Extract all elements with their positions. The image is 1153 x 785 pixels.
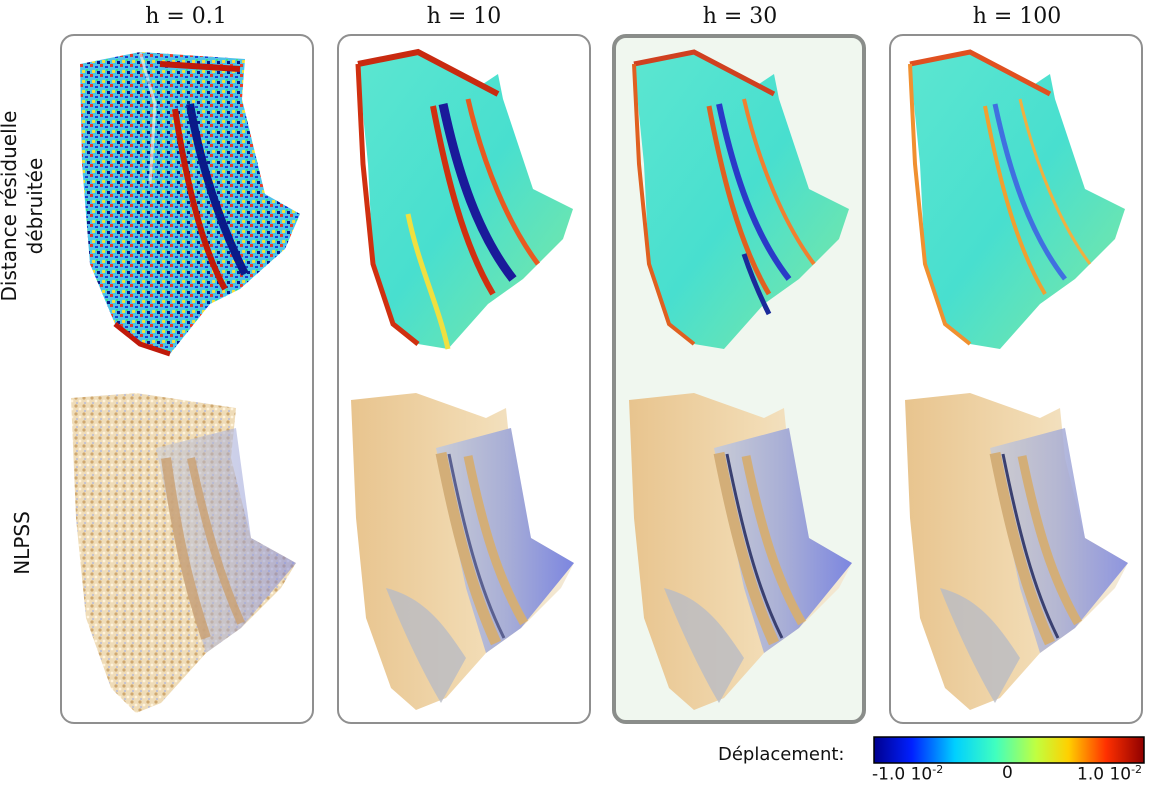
column-title-2: h = 10 [426,4,502,29]
colorbar-label: Déplacement: [718,744,845,765]
displacement-map-h-30 [632,49,849,349]
column-title-4: h = 100 [972,4,1062,29]
colorbar-tick-min-exponent: -2 [932,763,944,776]
colorbar-tick-max-exponent: -2 [1131,763,1143,776]
column-title-1: h = 0.1 [145,4,227,29]
colorbar-tick-min: -1.0 10-2 [872,763,943,785]
column-title-3: h = 30 [702,4,778,29]
colorbar-tick-mid: 0 [1002,763,1013,783]
row-label-distance-line2: débruitée [23,157,47,255]
colorbar [873,736,1145,764]
displacement-map-h-0-1 [80,51,300,357]
displacement-map-h-10 [355,48,573,350]
nlpss-render-h-30 [629,393,852,710]
row-label-distance: Distance résiduelle débruitée [0,96,48,316]
nlpss-render-h-0-1 [71,393,296,713]
colorbar-tick-max-base: 1.0 10 [1077,764,1132,785]
colorbar-tick-max: 1.0 10-2 [1077,763,1142,785]
displacement-map-h-100 [908,49,1125,349]
colorbar-tick-min-base: -1.0 10 [872,764,933,785]
nlpss-render-h-100 [905,393,1128,710]
nlpss-render-h-10 [351,393,574,710]
row-label-distance-line1: Distance résiduelle [0,110,21,302]
row-label-nlpss: NLPSS [10,511,34,575]
